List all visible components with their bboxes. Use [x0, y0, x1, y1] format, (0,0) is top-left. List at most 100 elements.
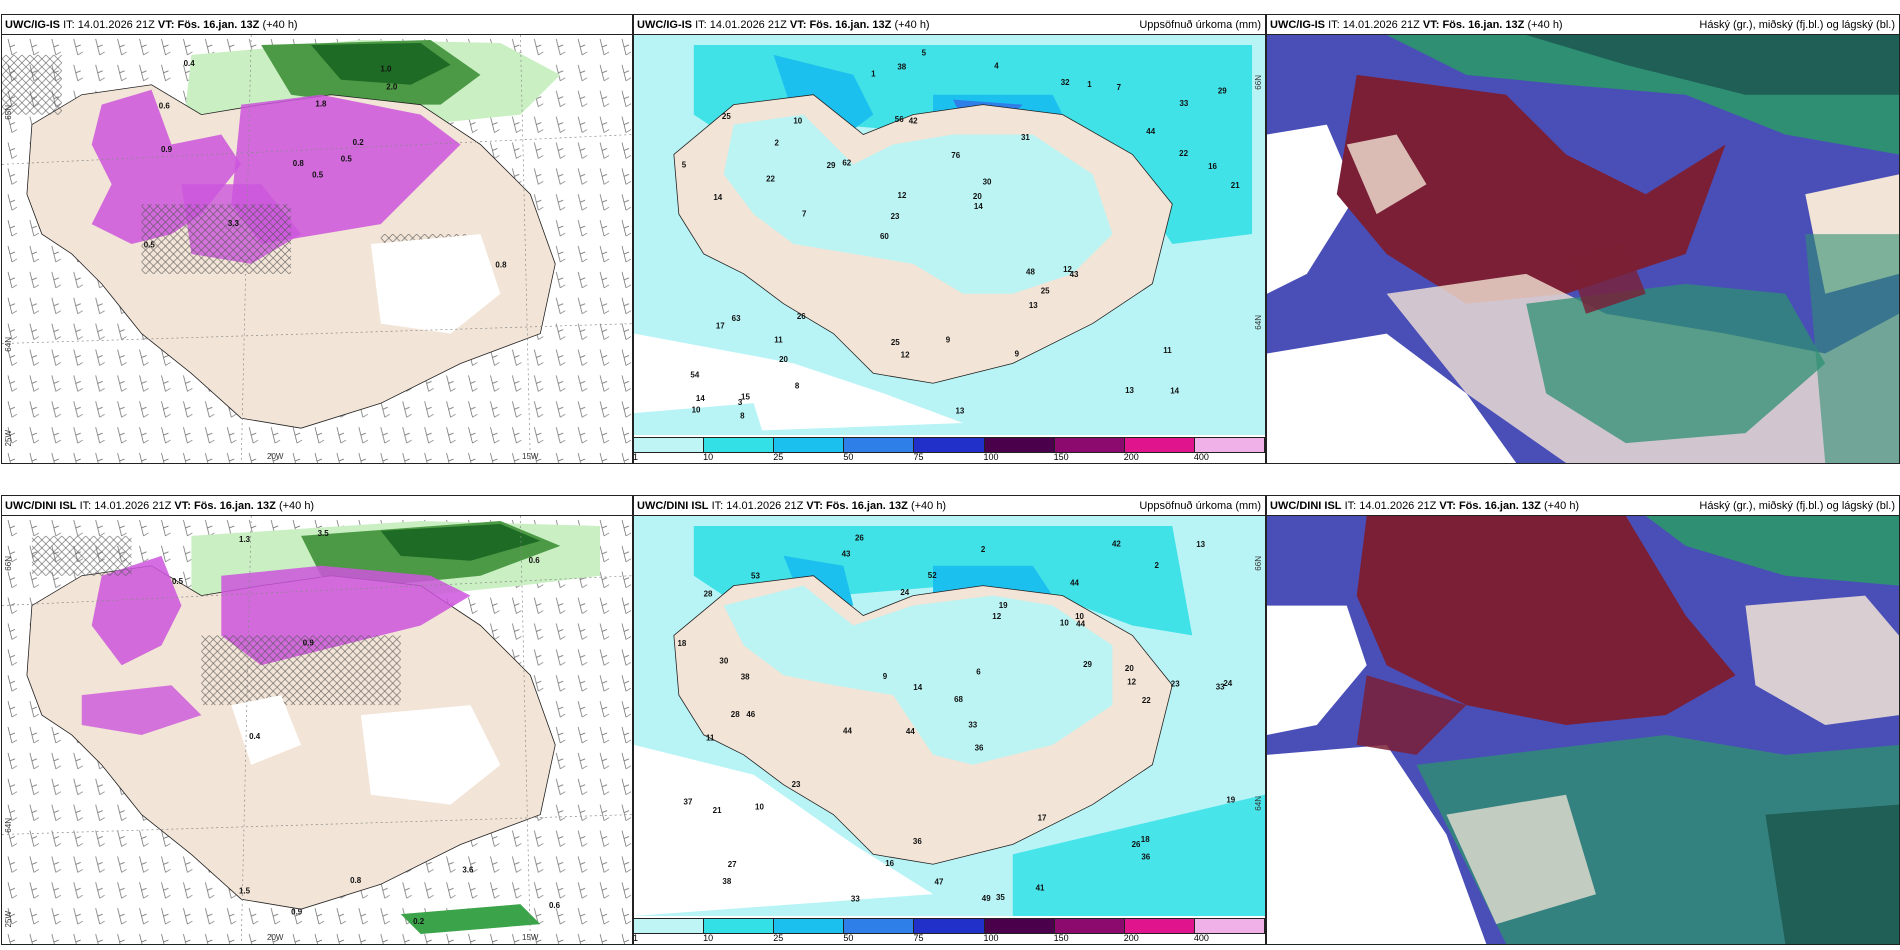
value-label: 21	[713, 806, 722, 815]
legend-swatch	[1124, 438, 1195, 452]
legend-tick: 200	[1123, 933, 1139, 943]
value-label: 10	[793, 117, 802, 126]
legend-swatch	[1054, 919, 1125, 933]
value-label: 76	[951, 151, 960, 160]
value-label: 44	[1070, 579, 1079, 588]
value-label: 25	[1041, 286, 1050, 295]
value-label: 41	[1036, 883, 1045, 892]
legend-swatch	[984, 438, 1055, 452]
value-label: 28	[704, 589, 713, 598]
lat-label-66n: 66N	[1254, 556, 1263, 571]
value-label: 0.5	[172, 577, 184, 586]
panel-header: UWC/IG-IS IT: 14.01.2026 21Z VT: Fös. 16…	[2, 15, 632, 35]
panel-header: UWC/DINI ISL IT: 14.01.2026 21Z VT: Fös.…	[2, 496, 632, 516]
value-label: 44	[1076, 620, 1085, 629]
model-name: UWC/DINI ISL	[5, 500, 77, 512]
panel-precip-dini: UWC/DINI ISL IT: 14.01.2026 21Z VT: Fös.…	[633, 495, 1266, 945]
precip-legend: 1 10 25 50 75 100 150 200 400	[634, 916, 1265, 944]
legend-tick: 25	[773, 933, 784, 943]
value-label: 7	[802, 209, 807, 218]
value-label: 1	[1087, 80, 1092, 89]
value-label: 8	[795, 382, 800, 391]
value-label: 21	[1231, 181, 1240, 190]
value-label: 2	[1155, 561, 1160, 570]
value-label: 3.3	[228, 219, 240, 228]
value-label: 19	[999, 601, 1008, 610]
value-label: 38	[897, 63, 906, 72]
value-label: 13	[1196, 540, 1205, 549]
value-label: 12	[901, 351, 910, 360]
legend-tick: 150	[1053, 452, 1069, 462]
value-label: 35	[996, 893, 1005, 902]
value-label: 29	[827, 161, 836, 170]
lat-label-66n: 66N	[4, 556, 13, 571]
value-label: 20	[1125, 664, 1134, 673]
model-name: UWC/IG-IS	[637, 19, 692, 31]
value-label: 11	[706, 734, 715, 743]
legend-swatch	[1124, 919, 1195, 933]
legend-tick: 100	[983, 933, 999, 943]
value-label: 23	[891, 212, 900, 221]
value-label: 18	[1141, 835, 1150, 844]
value-label: 0.6	[529, 556, 541, 565]
value-label: 42	[1112, 540, 1121, 549]
value-label: 0.2	[413, 917, 425, 926]
panel-snow-dini: UWC/DINI ISL IT: 14.01.2026 21Z VT: Fös.…	[1, 495, 633, 945]
legend-tick: 400	[1193, 452, 1209, 462]
value-label: 38	[722, 877, 731, 886]
value-label: 12	[1063, 265, 1072, 274]
panel-header: UWC/DINI ISL IT: 14.01.2026 21Z VT: Fös.…	[634, 496, 1265, 516]
lon-label-20w: 20W	[267, 452, 284, 461]
value-label: 26	[1132, 840, 1141, 849]
value-label: 44	[906, 727, 915, 736]
value-label: 36	[913, 837, 922, 846]
value-label: 11	[1163, 346, 1172, 355]
cloud-map	[1267, 516, 1899, 944]
legend-swatch	[774, 919, 845, 933]
value-label: 44	[1146, 127, 1155, 136]
value-label: 3	[738, 398, 743, 407]
value-label: 31	[1021, 133, 1030, 142]
lead-time: (+40 h)	[1527, 19, 1563, 31]
value-label: 60	[880, 232, 889, 241]
value-label: 43	[1070, 270, 1079, 279]
lead-time: (+40 h)	[894, 19, 930, 31]
legend-tick: 400	[1193, 933, 1209, 943]
value-label: 68	[954, 695, 963, 704]
value-label: 19	[1226, 796, 1235, 805]
value-label: 14	[974, 202, 983, 211]
lon-label-15w: 15W	[522, 452, 539, 461]
lon-label-20w: 20W	[267, 933, 284, 942]
value-label: 26	[797, 312, 806, 321]
lon-label-15w: 15W	[522, 933, 539, 942]
lead-time: (+40 h)	[262, 19, 298, 31]
valid-time: Fös. 16.jan. 13Z	[809, 19, 892, 31]
value-label: 48	[1026, 268, 1035, 277]
init-time: 14.01.2026 21Z	[94, 500, 172, 512]
value-label: 33	[1179, 99, 1188, 108]
lat-label-66n: 66N	[1254, 75, 1263, 90]
value-label: 30	[983, 177, 992, 186]
value-label: 13	[1029, 301, 1038, 310]
value-label: 12	[898, 191, 907, 200]
value-label: 43	[842, 550, 851, 559]
lat-label-65n: 65N	[4, 105, 13, 120]
panel-header: UWC/IG-IS IT: 14.01.2026 21Z VT: Fös. 16…	[634, 15, 1265, 35]
legend-swatch	[1194, 438, 1265, 452]
lat-label-64n: 64N	[4, 337, 13, 352]
legend-swatch	[914, 438, 985, 452]
lead-time: (+40 h)	[278, 500, 315, 512]
value-label: 38	[741, 673, 750, 682]
legend-swatch	[1194, 919, 1265, 933]
legend-tick: 10	[703, 933, 714, 943]
value-label: 14	[713, 193, 722, 202]
legend-swatch	[844, 919, 915, 933]
value-label: 5	[682, 160, 687, 169]
value-label: 1.3	[239, 535, 251, 544]
value-label: 4	[994, 61, 999, 70]
value-label: 9	[946, 335, 951, 344]
legend-swatch	[704, 919, 775, 933]
value-label: 26	[855, 534, 864, 543]
snow-map: 0.9 0.2 1.5 3.6 1.3 0.5 0.4 0.6 3.5 0.9 0.6 0.8	[2, 516, 632, 944]
valid-time: Fös. 16.jan. 13Z	[1458, 500, 1541, 512]
